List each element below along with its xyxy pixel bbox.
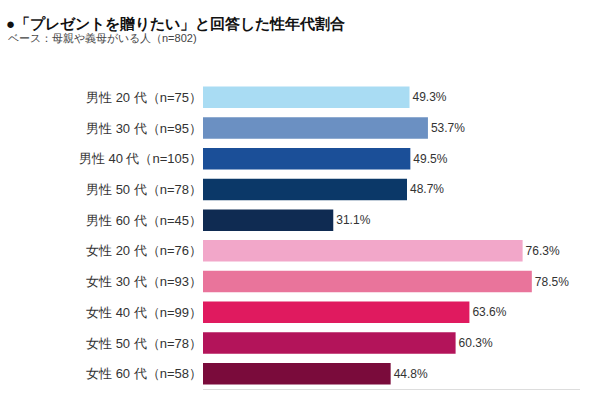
svg-text:63.6%: 63.6% bbox=[472, 305, 506, 319]
svg-text:48.7%: 48.7% bbox=[410, 182, 444, 196]
svg-text:女性 20 代（n=76）: 女性 20 代（n=76） bbox=[86, 243, 202, 258]
svg-text:女性 50 代（n=78）: 女性 50 代（n=78） bbox=[86, 336, 202, 351]
svg-text:49.3%: 49.3% bbox=[413, 90, 447, 104]
svg-text:49.5%: 49.5% bbox=[413, 152, 447, 166]
svg-text:60.3%: 60.3% bbox=[459, 336, 493, 350]
svg-text:78.5%: 78.5% bbox=[535, 275, 569, 289]
svg-text:53.7%: 53.7% bbox=[431, 121, 465, 135]
svg-text:男性 20 代（n=75）: 男性 20 代（n=75） bbox=[86, 90, 202, 105]
svg-text:男性 60 代（n=45）: 男性 60 代（n=45） bbox=[86, 213, 202, 228]
svg-text:76.3%: 76.3% bbox=[526, 244, 560, 258]
svg-text:男性 30 代（n=95）: 男性 30 代（n=95） bbox=[86, 121, 202, 136]
svg-text:男性 40 代（n=105）: 男性 40 代（n=105） bbox=[79, 151, 202, 166]
svg-text:31.1%: 31.1% bbox=[336, 213, 370, 227]
svg-text:男性 50 代（n=78）: 男性 50 代（n=78） bbox=[86, 182, 202, 197]
svg-text:女性 30 代（n=93）: 女性 30 代（n=93） bbox=[86, 274, 202, 289]
svg-text:女性 40 代（n=99）: 女性 40 代（n=99） bbox=[86, 305, 202, 320]
svg-text:44.8%: 44.8% bbox=[394, 367, 428, 381]
svg-text:ベース：母親や義母がいる人（n=802): ベース：母親や義母がいる人（n=802) bbox=[8, 32, 197, 44]
svg-text:女性 60 代（n=58）: 女性 60 代（n=58） bbox=[86, 366, 202, 381]
svg-text:●「プレゼントを贈りたい」と回答した性年代割合: ●「プレゼントを贈りたい」と回答した性年代割合 bbox=[6, 15, 345, 32]
